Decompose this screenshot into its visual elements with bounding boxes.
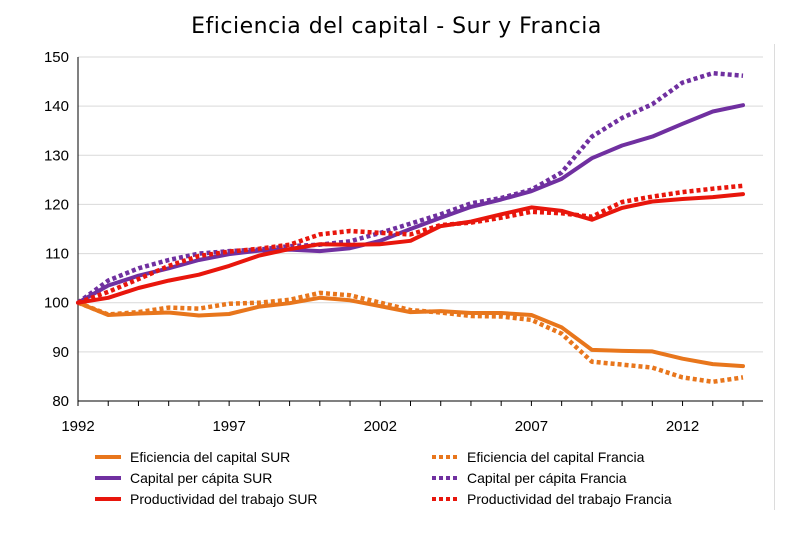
x-tick-label: 2002	[364, 418, 397, 435]
x-tick-label: 2012	[666, 418, 699, 435]
series-line-2	[77, 290, 744, 385]
y-tick-label: 110	[45, 246, 69, 263]
series-line-6	[77, 183, 744, 305]
series-line-5	[76, 192, 745, 305]
y-tick-label: 140	[44, 98, 69, 115]
x-tick-label: 2007	[515, 418, 548, 435]
y-tick-label: 100	[44, 295, 69, 312]
x-tick-label: 1992	[61, 418, 94, 435]
series-line-3	[76, 103, 745, 305]
legend-label-5: Productividad del trabajo SUR	[130, 491, 318, 507]
axes: 80 90 100 110 120 130 140 150 1992 1997 2002 2007 20…	[44, 49, 763, 435]
series-lines	[76, 70, 745, 385]
y-tick-label: 150	[44, 49, 69, 66]
x-tick-label: 1997	[212, 418, 245, 435]
legend-label-2: Eficiencia del capital Francia	[467, 449, 645, 465]
series-line-4	[76, 70, 744, 305]
legend: Eficiencia del capital SUR Eficiencia del…	[95, 449, 672, 507]
chart-title: Eficiencia del capital - Sur y Francia	[191, 14, 602, 39]
y-tick-label: 130	[44, 147, 69, 164]
y-tick-label: 80	[52, 393, 69, 410]
legend-label-3: Capital per cápita SUR	[130, 470, 272, 486]
y-tick-label: 90	[52, 344, 69, 361]
legend-label-1: Eficiencia del capital SUR	[130, 449, 290, 465]
legend-label-4: Capital per cápita Francia	[467, 470, 627, 486]
frame-divider	[774, 44, 775, 510]
y-tick-label: 120	[44, 196, 69, 213]
legend-label-6: Productividad del trabajo Francia	[467, 491, 672, 507]
